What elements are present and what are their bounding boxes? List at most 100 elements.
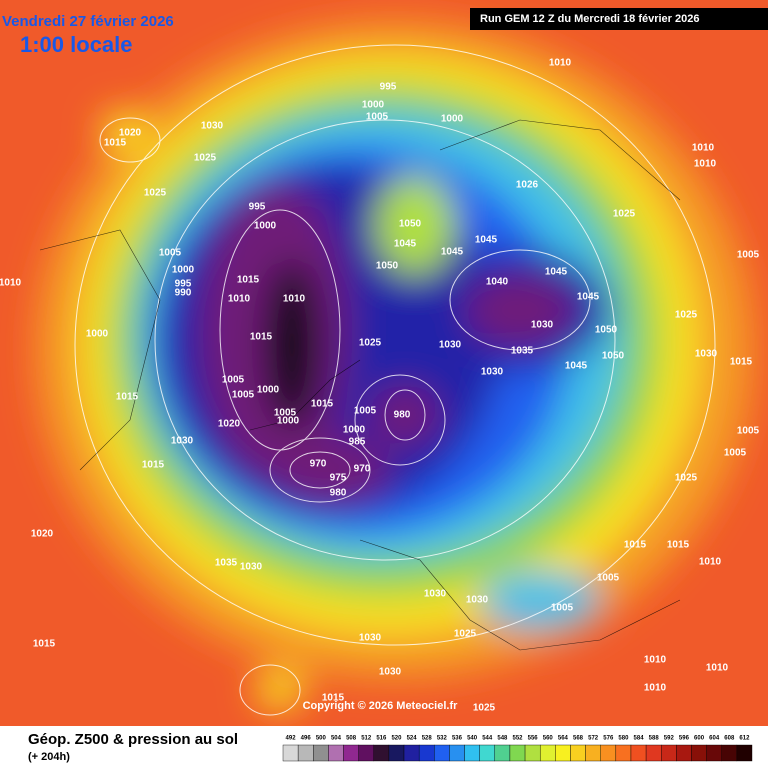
legend-label: 584 xyxy=(634,736,645,742)
legend-swatch xyxy=(282,744,299,762)
isobar-label: 1045 xyxy=(475,235,498,246)
isobar-label: 1005 xyxy=(366,112,389,123)
isobar-label: 1025 xyxy=(675,310,698,321)
run-info: Run GEM 12 Z du Mercredi 18 février 2026 xyxy=(480,13,699,25)
legend-swatch xyxy=(358,744,374,762)
isobar-label: 1015 xyxy=(33,639,56,650)
isobar-label: 1020 xyxy=(31,529,54,540)
legend-label: 580 xyxy=(618,736,629,742)
legend-label: 508 xyxy=(346,736,357,742)
legend-label: 556 xyxy=(528,736,539,742)
isobar-label: 1005 xyxy=(737,426,760,437)
isobar-label: 1045 xyxy=(545,267,568,278)
legend-label: 500 xyxy=(316,736,327,742)
isobar-label: 1025 xyxy=(359,338,382,349)
isobar-label: 1030 xyxy=(439,340,462,351)
isobar-label: 1000 xyxy=(441,114,464,125)
legend-label: 524 xyxy=(407,736,418,742)
isobar-label: 995 xyxy=(249,202,266,213)
legend-label: 492 xyxy=(286,736,297,742)
legend-swatch xyxy=(600,744,617,762)
legend-label: 532 xyxy=(437,736,448,742)
isobar-label: 1000 xyxy=(343,425,366,436)
legend-label: 540 xyxy=(467,736,478,742)
time: 1:00 locale xyxy=(20,32,133,57)
isobar-label: 980 xyxy=(330,488,347,499)
isobar-label: 1040 xyxy=(486,277,509,288)
legend-label: 564 xyxy=(558,736,569,742)
isobar-label: 1030 xyxy=(531,320,554,331)
isobar-label: 1025 xyxy=(675,473,698,484)
isobar-label: 1015 xyxy=(730,357,753,368)
isobar-label: 1015 xyxy=(142,460,165,471)
legend-swatch xyxy=(691,744,707,762)
isobar-label: 1015 xyxy=(311,399,334,410)
legend-label: 572 xyxy=(588,736,599,742)
isobar-label: 1015 xyxy=(250,332,273,343)
isobars xyxy=(74,44,716,716)
legend-label: 560 xyxy=(543,736,554,742)
legend-swatch xyxy=(630,744,647,762)
legend-label: 536 xyxy=(452,736,463,742)
legend-swatch xyxy=(570,744,586,762)
legend-swatch xyxy=(509,744,526,762)
isobar-label: 1010 xyxy=(549,58,572,69)
legend-swatch xyxy=(297,744,314,762)
legend-swatch xyxy=(313,744,329,762)
legend-label: 596 xyxy=(679,736,690,742)
isobar-label: 995 xyxy=(175,279,192,290)
isobar-label: 1010 xyxy=(644,655,667,666)
isobar-label: 1025 xyxy=(194,153,217,164)
isobar-label: 1010 xyxy=(644,683,667,694)
isobar-label: 1035 xyxy=(215,558,238,569)
legend-label: 520 xyxy=(391,736,402,742)
isobar-label: 1045 xyxy=(577,292,600,303)
isobar-label: 1030 xyxy=(424,589,447,600)
legend-swatch xyxy=(328,744,344,762)
isobar-label: 1010 xyxy=(706,663,729,674)
isobar-label: 1000 xyxy=(254,221,277,232)
legend-label: 588 xyxy=(649,736,660,742)
isobar-label: 1050 xyxy=(399,219,422,230)
isobar-label: 1005 xyxy=(354,406,377,417)
legend-swatch xyxy=(343,744,359,762)
isobar-label: 1005 xyxy=(737,250,760,261)
legend-swatch xyxy=(418,744,435,762)
legend-swatch xyxy=(403,744,420,762)
legend-swatch xyxy=(494,744,511,762)
legend-label: 516 xyxy=(376,736,387,742)
isobar-label: 1000 xyxy=(257,385,280,396)
isobar-label: 1045 xyxy=(394,239,417,250)
legend-label: 544 xyxy=(482,736,493,742)
isobar-label: 990 xyxy=(175,288,192,299)
legend: 492 496 500 504 508 512 516 520 524 528 532 536 540 5… xyxy=(282,736,753,762)
isobar-label: 1050 xyxy=(602,351,625,362)
isobar-label: 1045 xyxy=(565,361,588,372)
legend-swatch xyxy=(585,744,601,762)
legend-label: 552 xyxy=(512,736,523,742)
isobar-label: 1025 xyxy=(613,209,636,220)
isobar-label: 1010 xyxy=(0,278,22,289)
isobar-label: 1010 xyxy=(694,159,717,170)
isobar-label: 1000 xyxy=(362,100,385,111)
isobar-label: 1015 xyxy=(237,275,260,286)
run-box xyxy=(470,8,768,30)
legend-swatch xyxy=(736,744,753,762)
legend-swatch xyxy=(706,744,722,762)
isobar-label: 1015 xyxy=(116,392,139,403)
isobar-label: 1000 xyxy=(277,416,300,427)
isobar-label: 975 xyxy=(330,473,347,484)
isobar-label: 1030 xyxy=(695,349,718,360)
legend-swatch xyxy=(373,744,390,762)
isobar-label: 1010 xyxy=(283,294,306,305)
isobar-label: 1045 xyxy=(441,247,464,258)
legend-label: 592 xyxy=(664,736,675,742)
isobar-label: 1050 xyxy=(595,325,618,336)
isobar-label: 1030 xyxy=(379,667,402,678)
isobar-label: 1030 xyxy=(171,436,194,447)
isobar-label: 1010 xyxy=(692,143,715,154)
copyright: Copyright © 2026 Meteociel.fr xyxy=(303,700,459,712)
legend-swatch xyxy=(539,744,556,762)
